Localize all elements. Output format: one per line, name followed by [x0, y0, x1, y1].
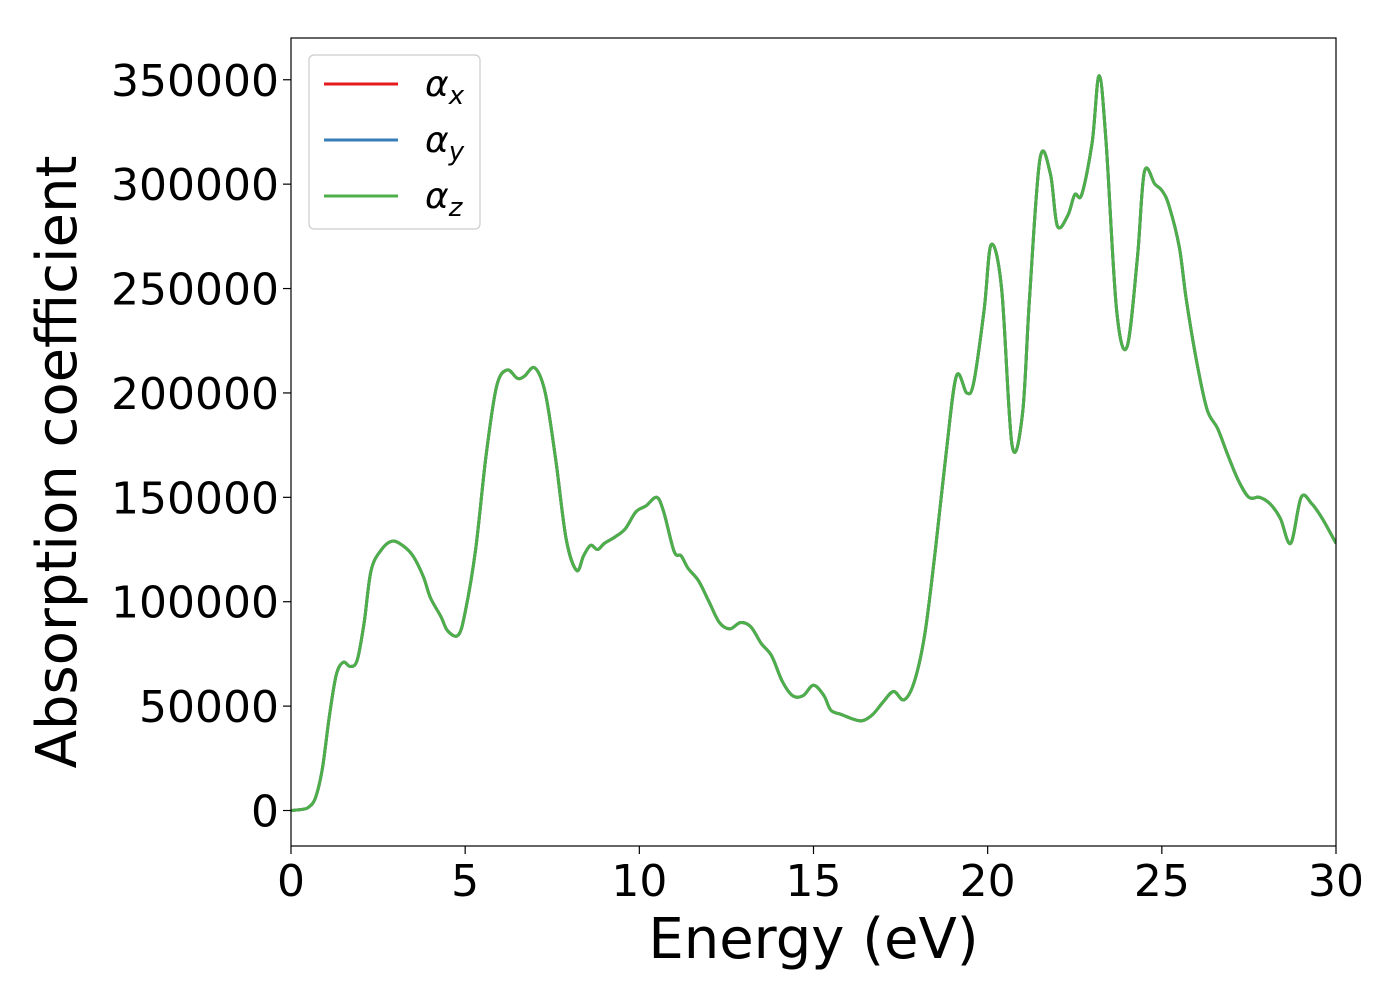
- legend-box: [308, 54, 481, 230]
- series-line-alpha-z: [291, 74, 1336, 813]
- y-axis-ticks: 0 50000 100000 150000 200000 250000 300000 3500…: [111, 56, 291, 838]
- x-tick-label: 5: [451, 856, 479, 907]
- y-axis-label: Absorption coefficient: [25, 156, 90, 769]
- plot-area-frame: [290, 37, 1337, 847]
- y-tick-label: 100000: [111, 578, 279, 629]
- y-tick-label: 150000: [111, 473, 279, 524]
- y-tick-label: 300000: [111, 160, 279, 211]
- y-tick-label: 0: [251, 787, 279, 838]
- x-tick-label: 10: [611, 856, 667, 907]
- y-tick-label: 250000: [111, 265, 279, 316]
- x-tick-label: 15: [786, 856, 842, 907]
- x-tick-label: 0: [277, 856, 305, 907]
- x-tick-label: 25: [1134, 856, 1190, 907]
- legend-label-alpha-y: αy: [425, 120, 465, 167]
- y-tick-label: 350000: [111, 56, 279, 107]
- y-tick-label: 50000: [139, 682, 279, 733]
- legend-label-alpha-x: αx: [425, 64, 465, 111]
- x-axis-label: Energy (eV): [648, 907, 978, 972]
- x-tick-label: 20: [960, 856, 1016, 907]
- x-axis-ticks: 0 5 10 15 20 25 30: [277, 846, 1364, 907]
- legend: αx αy αz: [308, 54, 481, 230]
- legend-label-alpha-z: αz: [425, 176, 464, 223]
- y-tick-label: 200000: [111, 369, 279, 420]
- series-lines: [291, 74, 1336, 813]
- x-tick-label: 30: [1308, 856, 1364, 907]
